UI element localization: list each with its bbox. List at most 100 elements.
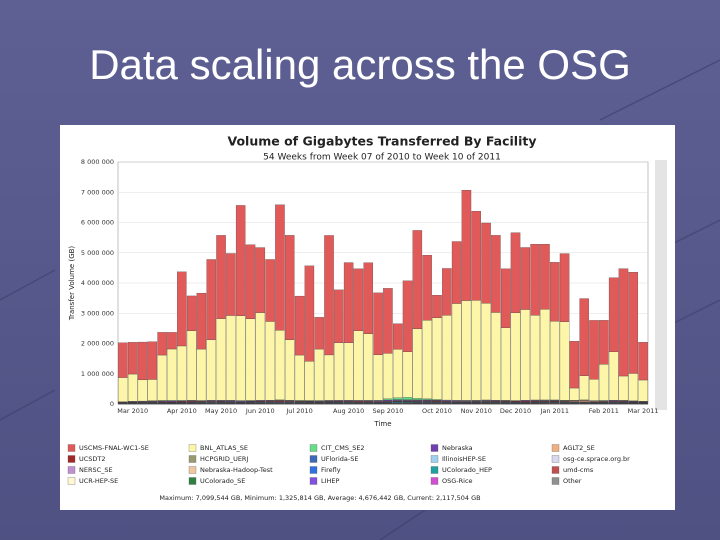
y-tick-label: 7 000 000: [81, 188, 114, 196]
bar-segment: [491, 235, 501, 313]
legend-swatch: [309, 477, 318, 485]
scroll-strip: [655, 160, 667, 410]
bar-segment: [481, 222, 491, 304]
bar-segment: [304, 361, 315, 401]
x-tick-label: Feb 2011: [589, 407, 619, 415]
bar-segment: [167, 348, 177, 401]
legend-label: umd-cms: [563, 466, 594, 474]
legend-label: Nebraska: [442, 444, 473, 452]
bar-segment: [206, 339, 216, 401]
legend-swatch: [309, 444, 318, 452]
x-tick-label: Mar 2011: [628, 407, 659, 415]
bar-segment: [442, 268, 452, 316]
chart-subtitle: 54 Weeks from Week 07 of 2010 to Week 10…: [263, 153, 501, 163]
bar-segment: [481, 303, 491, 401]
bar-segment: [285, 235, 295, 340]
bar-segment: [186, 295, 197, 331]
bar-segment: [540, 309, 550, 401]
legend-swatch: [430, 466, 439, 474]
legend-label: UColorado_HEP: [442, 466, 492, 474]
y-tick-label: 1 000 000: [81, 370, 114, 378]
y-tick-label: 8 000 000: [81, 158, 114, 166]
legend-label: NERSC_SE: [79, 466, 113, 474]
legend-swatch: [67, 444, 76, 452]
x-tick-label: Sep 2010: [372, 407, 403, 415]
bar-segment: [216, 235, 226, 319]
bar-segment: [353, 330, 364, 401]
bar-segment: [373, 354, 383, 401]
legend-label: HCPGRID_UERJ: [200, 455, 248, 463]
bar-segment: [559, 253, 570, 322]
bar-segment: [235, 205, 246, 316]
bar-segment: [510, 312, 521, 401]
legend-label: LIHEP: [321, 477, 340, 485]
bar-segment: [500, 327, 511, 401]
legend-swatch: [551, 444, 560, 452]
x-tick-label: Mar 2010: [117, 407, 148, 415]
bar-segment: [226, 253, 236, 316]
legend-swatch: [67, 455, 76, 463]
bar-segment: [510, 232, 521, 313]
bar-segment: [334, 289, 344, 343]
bar-segment: [275, 204, 285, 331]
bar-segment: [255, 312, 266, 401]
bar-segment: [196, 292, 207, 350]
legend-label: IllinoisHEP-SE: [442, 455, 486, 463]
bar-segment: [147, 379, 158, 401]
bar-segment: [167, 332, 177, 350]
bar-segment: [471, 211, 481, 301]
bar-segment: [392, 323, 403, 350]
bar-segment: [206, 259, 216, 340]
legend-swatch: [430, 477, 439, 485]
legend-label: UCSDT2: [79, 455, 106, 463]
bar-segment: [638, 379, 648, 402]
legend-swatch: [188, 477, 197, 485]
bar-segment: [608, 351, 619, 401]
bar-segment: [520, 309, 531, 401]
bar-segment: [628, 373, 639, 401]
legend-label: CIT_CMS_SE2: [321, 444, 365, 452]
bar-segment: [235, 315, 246, 401]
bar-segment: [157, 332, 167, 356]
bar-segment: [186, 330, 197, 401]
bar-segment: [383, 288, 393, 354]
bar-segment: [235, 400, 246, 402]
bar-segment: [461, 190, 472, 301]
bar-segment: [275, 330, 285, 400]
chart-footer: Maximum: 7,099,544 GB, Minimum: 1,325,81…: [159, 494, 480, 502]
bar-segment: [137, 341, 148, 380]
legend-swatch: [188, 466, 197, 474]
x-tick-label: Jul 2010: [285, 407, 312, 415]
x-tick-label: Oct 2010: [422, 407, 452, 415]
bar-segment: [226, 400, 236, 402]
y-tick-label: 4 000 000: [81, 279, 114, 287]
x-tick-label: Jan 2011: [539, 407, 569, 415]
legend-label: UCR-HEP-SE: [79, 477, 118, 485]
bar-segment: [265, 321, 275, 401]
bar-segment: [216, 318, 226, 401]
bar-segment: [127, 342, 138, 375]
bar-segment: [118, 342, 128, 378]
legend-swatch: [67, 466, 76, 474]
bar-segment: [422, 320, 432, 399]
bar-segment: [422, 398, 432, 400]
bar-segment: [579, 400, 589, 402]
x-tick-label: Nov 2010: [461, 407, 492, 415]
bar-segment: [324, 354, 334, 401]
x-tick-label: Aug 2010: [333, 407, 364, 415]
bar-segment: [579, 375, 589, 401]
bar-segment: [569, 400, 580, 402]
bar-segment: [618, 268, 629, 377]
bar-segment: [363, 333, 374, 401]
y-tick-label: 2 000 000: [81, 340, 114, 348]
legend-label: osg-ce.sprace.org.br: [563, 455, 630, 463]
bar-segment: [451, 400, 462, 402]
bar-segment: [383, 398, 393, 401]
bar-segment: [599, 364, 609, 401]
legend-label: Other: [563, 477, 582, 485]
bar-segment: [157, 354, 167, 401]
legend-swatch: [309, 455, 318, 463]
bar-segment: [461, 300, 472, 401]
legend-swatch: [551, 455, 560, 463]
